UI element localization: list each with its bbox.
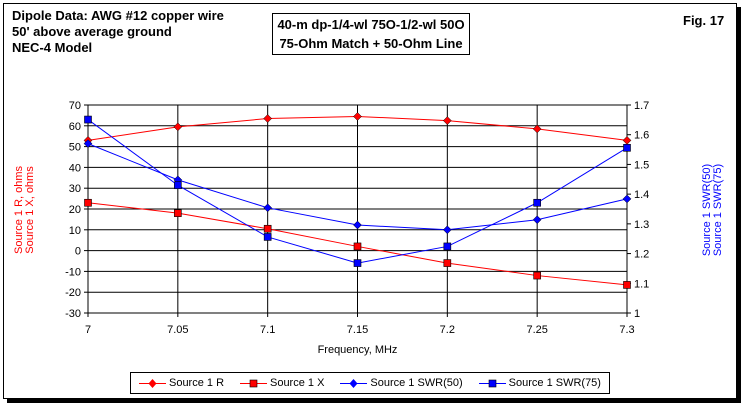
data-point (84, 198, 92, 207)
chart-title-box: 40-m dp-1/4-wl 75O-1/2-wl 50O 75-Ohm Mat… (272, 13, 470, 55)
data-point (353, 112, 362, 121)
y-tick-label-right: 1 (634, 308, 640, 320)
x-tick-label: 7.3 (619, 324, 634, 336)
x-axis-title: Frequency, MHz (318, 344, 398, 356)
data-point (353, 242, 362, 251)
y-tick-label-left: -20 (65, 287, 81, 299)
data-point (443, 259, 452, 267)
legend-marker-icon (138, 378, 166, 388)
data-point (174, 181, 182, 190)
subtitle-line-3: NEC-4 Model (12, 40, 93, 55)
x-tick-label: 7.2 (440, 324, 455, 336)
x-tick-label: 7 (85, 324, 91, 336)
y-axis-title-right: Source 1 SWR(75) (712, 164, 724, 256)
data-point (263, 203, 273, 213)
legend-label: Source 1 SWR(75) (508, 377, 601, 389)
chart-subtitle: Dipole Data: AWG #12 copper wire 50' abo… (12, 8, 224, 56)
y-tick-label-right: 1.5 (634, 159, 649, 171)
data-point (263, 233, 272, 241)
data-point (532, 124, 542, 134)
x-tick-label: 7.05 (167, 324, 188, 336)
data-point (622, 136, 632, 145)
y-tick-label-left: 10 (69, 225, 81, 237)
y-tick-label-right: 1.6 (634, 130, 649, 142)
y-tick-label-right: 1.3 (634, 219, 649, 231)
data-point (533, 271, 541, 280)
y-tick-label-left: 60 (69, 121, 81, 133)
legend-item: Source 1 SWR(75) (478, 377, 601, 390)
y-tick-label-left: 50 (69, 142, 81, 154)
data-point (84, 115, 92, 124)
data-point (622, 194, 632, 204)
y-axis-title-right: Source 1 SWR(50) (701, 164, 713, 256)
data-point (263, 114, 273, 123)
y-tick-label-left: 30 (69, 183, 81, 195)
y-tick-label-left: 20 (69, 204, 81, 216)
chart-frame (3, 3, 737, 399)
data-point (623, 281, 631, 289)
legend-item: Source 1 SWR(50) (340, 377, 463, 390)
x-tick-label: 7.1 (260, 324, 275, 336)
subtitle-line-2: 50' above average ground (12, 24, 172, 39)
y-axis-title-left: Source 1 X, ohms (24, 166, 36, 254)
legend: Source 1 R Source 1 X Source 1 SWR(50) Sour… (130, 372, 610, 394)
legend-label: Source 1 SWR(50) (370, 377, 463, 389)
y-axis-title-left: Source 1 R, ohms (13, 165, 25, 254)
subtitle-line-1: Dipole Data: AWG #12 copper wire (12, 8, 224, 23)
title-line-2: 75-Ohm Match + 50-Ohm Line (279, 36, 463, 51)
y-tick-label-left: 0 (75, 246, 81, 258)
data-point (353, 220, 362, 230)
y-tick-label-right: 1.4 (634, 189, 649, 201)
y-tick-label-left: 70 (69, 100, 81, 112)
data-point (623, 143, 631, 152)
legend-item: Source 1 X (239, 377, 325, 390)
legend-marker-icon (340, 378, 368, 388)
data-point (533, 198, 541, 207)
x-tick-label: 7.15 (347, 324, 368, 336)
data-point (174, 209, 182, 217)
title-line-1: 40-m dp-1/4-wl 75O-1/2-wl 50O (277, 17, 465, 32)
figure-number: Fig. 17 (683, 13, 725, 28)
data-point (83, 139, 93, 148)
legend-marker-icon (478, 379, 506, 387)
y-tick-label-right: 1.7 (634, 100, 649, 112)
data-point (442, 225, 452, 235)
y-tick-label-right: 1.1 (634, 278, 649, 290)
y-tick-label-left: -10 (65, 266, 81, 278)
data-point (263, 224, 272, 233)
legend-marker-icon (239, 379, 267, 387)
data-point (442, 116, 452, 125)
data-point (532, 215, 542, 225)
legend-label: Source 1 X (269, 377, 325, 389)
y-tick-label-left: 40 (69, 162, 81, 174)
y-tick-label-right: 1.2 (634, 249, 649, 261)
y-tick-label-left: -30 (65, 308, 81, 320)
legend-item: Source 1 R (138, 377, 225, 390)
legend-label: Source 1 R (168, 377, 225, 389)
data-point (443, 242, 452, 251)
data-point (353, 259, 362, 267)
x-tick-label: 7.25 (526, 324, 547, 336)
data-point (173, 122, 183, 132)
